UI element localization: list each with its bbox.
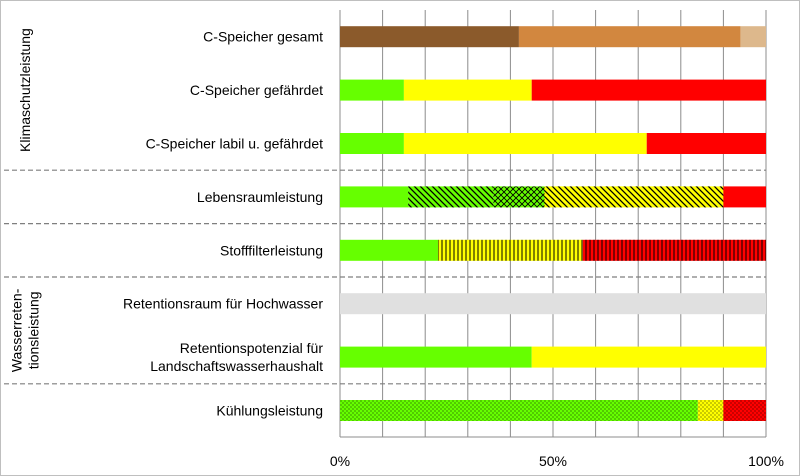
- category-label: Landschaftswasserhaushalt: [150, 358, 323, 374]
- bar-segment: [723, 186, 766, 208]
- group-separators: [4, 169, 766, 385]
- bar-segment: [340, 133, 404, 154]
- bar-segment: [340, 346, 532, 368]
- category-label: Stofffilterleistung: [220, 242, 323, 258]
- category-label: Retentionspotenzial für: [180, 340, 324, 356]
- x-tick-label: 50%: [539, 453, 567, 469]
- bar-segment: [531, 79, 766, 101]
- bar-segment-pattern: [544, 186, 724, 208]
- bar-segment: [340, 186, 409, 208]
- category-label: Kühlungsleistung: [216, 403, 323, 419]
- category-label: Lebensraumleistung: [197, 189, 323, 205]
- bar-segment: [740, 26, 766, 48]
- bar-segment-pattern: [493, 186, 545, 208]
- bar-segment-pattern: [437, 239, 583, 261]
- x-tick-label: 0%: [330, 453, 350, 469]
- bar-segment: [646, 133, 766, 154]
- bar-segment: [403, 133, 647, 154]
- bar-segment: [340, 26, 519, 48]
- category-labels: C-Speicher gesamt C-Speicher gefährdet C-S…: [123, 29, 323, 419]
- bar-segment-pattern: [408, 186, 494, 208]
- bar-segment-pattern: [582, 239, 766, 261]
- group-label: tionsleistung: [26, 291, 42, 369]
- bars: [340, 26, 766, 421]
- bar-segment: [340, 239, 438, 261]
- category-label: Retentionsraum für Hochwasser: [123, 296, 323, 312]
- group-label: Klimaschutzleistung: [17, 28, 33, 152]
- bar-segment-pattern: [697, 400, 724, 421]
- category-label: C-Speicher gesamt: [203, 29, 323, 45]
- category-label: C-Speicher gefährdet: [190, 82, 323, 98]
- x-axis-ticks: 0% 50% 100%: [330, 453, 784, 469]
- bar-segment: [403, 79, 532, 101]
- category-label: C-Speicher labil u. gefährdet: [146, 136, 324, 152]
- group-label: Wasserreten-: [9, 288, 25, 372]
- bar-segment-pattern: [723, 400, 766, 421]
- bar-segment: [531, 346, 766, 368]
- bar-segment-pattern: [340, 400, 698, 421]
- bar-segment: [518, 26, 741, 48]
- bar-segment: [340, 79, 404, 101]
- group-labels: Klimaschutzleistung Wasserreten-tionsleis…: [9, 28, 42, 372]
- bar-segment: [340, 293, 766, 315]
- x-tick-label: 100%: [748, 453, 784, 469]
